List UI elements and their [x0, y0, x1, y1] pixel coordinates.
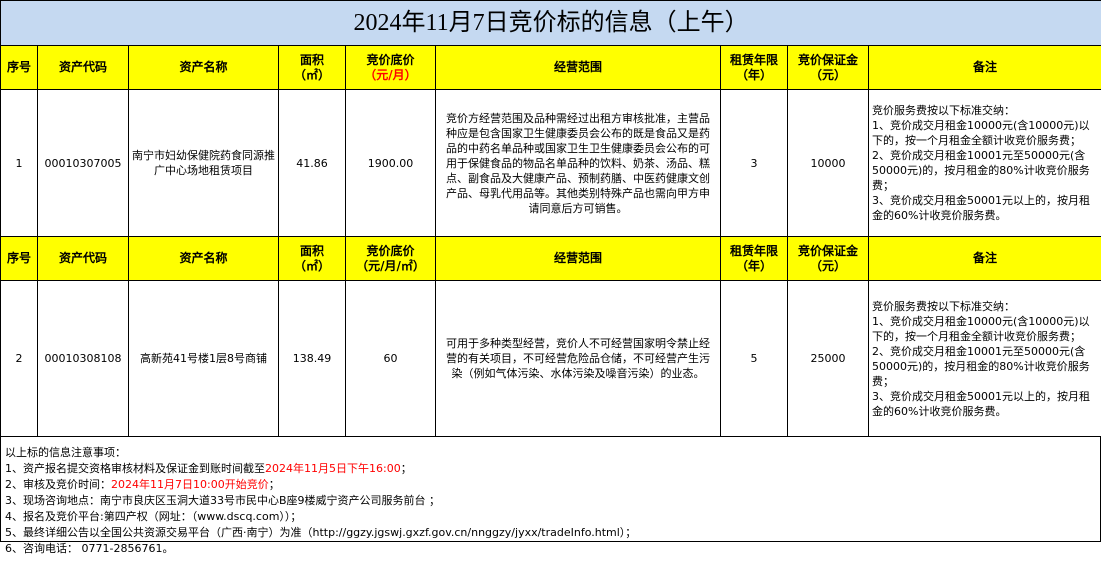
header-cell: 备注: [867, 45, 1101, 90]
data-cell: 138.49: [278, 280, 346, 437]
data-cell: 25000: [787, 280, 869, 437]
header-cell: 竞价保证金 （元）: [787, 45, 869, 90]
header-cell: 竞价底价 （元/月/㎡）: [345, 236, 436, 281]
header-row: 序号 资产代码 资产名称 面积 （㎡） 竞价底价 （元/月/㎡） 经营范围 租赁年限 （年） 竞价保…: [0, 236, 1101, 281]
data-cell: 5: [720, 280, 788, 437]
header-cell: 经营范围: [435, 45, 721, 90]
header-line: 经营范围: [553, 60, 602, 74]
auction-table: 2024年11月7日竞价标的信息（上午） 序号 资产代码 资产名称 面积 （㎡） 竞价底价…: [0, 0, 1101, 437]
scope-cell: 竞价方经营范围及品种需经过出租方审核批准，主营品种应是包含国家卫生健康委员会公布…: [435, 89, 721, 237]
header-line: （㎡）: [293, 258, 330, 273]
header-row: 序号 资产代码 资产名称 面积 （㎡） 竞价底价 （元/月） 经营范围 租赁年限 （年） 竞价保证金…: [0, 45, 1101, 90]
note-line: 4、报名及竞价平台:第四产权（网址：（www.dscq.com））；: [5, 509, 1096, 525]
remark-line: 竞价服务费按以下标准交纳：: [872, 104, 1015, 117]
header-cell: 资产名称: [128, 236, 279, 281]
data-cell: 10000: [787, 89, 869, 237]
header-line: （元/月/㎡）: [356, 258, 425, 273]
scope-cell: 可用于多种类型经营，竞价人不可经营国家明令禁止经营的有关项目，不可经营危险品仓储…: [435, 280, 721, 437]
data-cell: 2: [0, 280, 38, 437]
data-cell: 41.86: [278, 89, 346, 237]
remark-line: 2、竞价成交月租金10001元至50000元(含50000元)的，按月租金的80…: [872, 149, 1090, 192]
notes-heading: 以上标的信息注意事项：: [5, 446, 126, 459]
table-body: 2024年11月7日竞价标的信息（上午） 序号 资产代码 资产名称 面积 （㎡） 竞价底价…: [0, 0, 1101, 437]
note-text: ；: [400, 462, 412, 475]
header-line: （元）: [809, 258, 846, 273]
header-cell: 资产代码: [37, 236, 129, 281]
data-row: 1 00010307005 南宁市妇幼保健院药食同源推广中心场地租赁项目 41.86 1…: [0, 89, 1101, 237]
header-line: 备注: [973, 60, 998, 74]
header-cell: 经营范围: [435, 236, 721, 281]
header-line: 资产代码: [58, 251, 107, 265]
note-line: 6、咨询电话： 0771-2856761。: [5, 541, 1096, 557]
header-cell: 租赁年限 （年）: [720, 236, 788, 281]
note-line: 1、资产报名提交资格审核材料及保证金到账时间截至2024年11月5日下午16:0…: [5, 461, 1096, 477]
header-line: 资产名称: [179, 251, 228, 265]
note-text: 2024年11月7日10:00开始竞价: [111, 478, 269, 491]
header-line: 经营范围: [553, 251, 602, 265]
header-cell: 竞价底价 （元/月）: [345, 45, 436, 90]
notes: 以上标的信息注意事项： 1、资产报名提交资格审核材料及保证金到账时间截至2024…: [0, 437, 1101, 555]
remark-line: 3、竞价成交月租金50001元以上的，按月租金的60%计收竞价服务费。: [872, 194, 1090, 222]
header-cell: 资产代码: [37, 45, 129, 90]
note-text: 3、现场咨询地点：南宁市良庆区玉洞大道33号市民中心B座9楼威宁资产公司服务前台…: [5, 494, 441, 507]
header-cell: 面积 （㎡）: [278, 236, 346, 281]
remark-line: 3、竞价成交月租金50001元以上的，按月租金的60%计收竞价服务费。: [872, 389, 1090, 418]
data-cell: 1: [0, 89, 38, 237]
remark-cell: 竞价服务费按以下标准交纳： 1、竞价成交月租金10000元(含10000元)以下的…: [867, 89, 1101, 237]
header-line: 竞价保证金: [797, 243, 858, 258]
remark-line: 2、竞价成交月租金10001元至50000元(含50000元)的，按月租金的80…: [872, 344, 1090, 388]
note-text: 1、资产报名提交资格审核材料及保证金到账时间截至: [5, 462, 265, 475]
data-row: 2 00010308108 高新苑41号楼1层8号商铺 138.49 60 可用于多种类型…: [0, 280, 1101, 437]
header-line: 面积: [299, 52, 324, 67]
note-line: 3、现场咨询地点：南宁市良庆区玉洞大道33号市民中心B座9楼威宁资产公司服务前台…: [5, 493, 1096, 509]
remark-cell: 竞价服务费按以下标准交纳： 1、竞价成交月租金10000元(含10000元)以下的…: [867, 280, 1101, 437]
data-cell: 3: [720, 89, 788, 237]
header-cell: 资产名称: [128, 45, 279, 90]
header-cell: 竞价保证金 （元）: [787, 236, 869, 281]
data-cell: 高新苑41号楼1层8号商铺: [128, 280, 279, 437]
header-line: （㎡）: [293, 67, 330, 82]
note-line: 5、最终详细公告以全国公共资源交易平台（广西·南宁）为准（http://ggzy…: [5, 525, 1096, 541]
header-line: 资产代码: [58, 60, 107, 74]
header-line: （元/月）: [364, 67, 417, 82]
header-line: （年）: [735, 258, 772, 273]
header-line: 竞价底价: [366, 243, 415, 258]
header-line: 面积: [299, 243, 324, 258]
header-line: （元）: [809, 67, 846, 82]
note-text: ；: [268, 478, 280, 491]
remark-line: 1、竞价成交月租金10000元(含10000元)以下的，按一个月租金全额计收竞价…: [872, 314, 1090, 343]
data-cell: 00010307005: [37, 89, 129, 237]
header-cell: 序号: [0, 45, 38, 90]
data-cell: 南宁市妇幼保健院药食同源推广中心场地租赁项目: [128, 89, 279, 237]
data-cell: 1900.00: [345, 89, 436, 237]
note-text: 2024年11月5日下午16:00: [265, 462, 401, 475]
header-cell: 序号: [0, 236, 38, 281]
header-cell: 备注: [867, 236, 1101, 281]
header-line: 资产名称: [179, 60, 228, 74]
note-text: 2、审核及竞价时间：: [5, 478, 111, 491]
header-line: 备注: [973, 251, 998, 265]
header-line: 租赁年限: [729, 243, 778, 258]
header-line: 序号: [6, 251, 31, 265]
header-cell: 租赁年限 （年）: [720, 45, 788, 90]
header-line: 竞价保证金: [797, 52, 858, 67]
data-cell: 60: [345, 280, 436, 437]
title: 2024年11月7日竞价标的信息（上午）: [0, 0, 1101, 46]
note-text: 5、最终详细公告以全国公共资源交易平台（广西·南宁）为准（http://ggzy…: [5, 526, 637, 539]
note-line: 2、审核及竞价时间：2024年11月7日10:00开始竞价；: [5, 477, 1096, 493]
header-line: 租赁年限: [729, 52, 778, 67]
note-text: 4、报名及竞价平台:第四产权（网址：（www.dscq.com））；: [5, 510, 302, 523]
note-text: 6、咨询电话： 0771-2856761。: [5, 542, 174, 555]
remark-line: 竞价服务费按以下标准交纳：: [872, 299, 1015, 313]
header-line: 序号: [6, 60, 31, 74]
data-cell: 00010308108: [37, 280, 129, 437]
header-line: 竞价底价: [366, 52, 415, 67]
header-line: （年）: [735, 67, 772, 82]
remark-line: 1、竞价成交月租金10000元(含10000元)以下的，按一个月租金全额计收竞价…: [872, 119, 1090, 147]
header-cell: 面积 （㎡）: [278, 45, 346, 90]
